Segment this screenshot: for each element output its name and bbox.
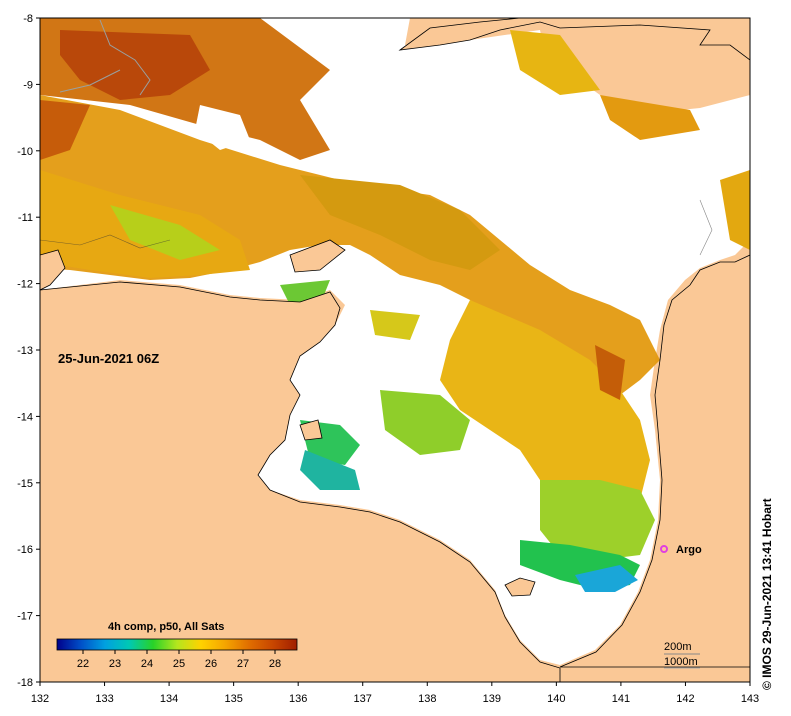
y-tick-label: -8 [23,13,33,25]
legend-tick-label: 23 [109,658,121,670]
land-masses [40,18,750,682]
y-tick-label: -17 [17,611,33,623]
y-tick-label: -13 [17,345,33,357]
x-tick-label: 140 [547,693,565,705]
depth-contours [40,199,713,256]
y-tick-label: -9 [23,79,33,91]
y-tick-label: -10 [17,146,33,158]
credit-label: © IMOS 29-Jun-2021 13:41 Hobart [760,498,774,690]
legend-ticks: 22 23 24 25 26 27 28 [77,650,281,670]
x-tick-label: 133 [95,693,113,705]
y-tick-label: -18 [17,677,33,689]
x-tick-label: 141 [612,693,630,705]
legend-tick-label: 24 [141,658,153,670]
argo-label: Argo [676,544,702,556]
land-cape-york [559,254,750,668]
x-tick-label: 136 [289,693,307,705]
contour-200-label: 200m [664,641,692,653]
land-arnhem-kimberley [40,281,561,682]
map-plot-area: Argo 25-Jun-2021 06Z 200m 1000m 4h comp,… [40,18,750,682]
x-axis: 132 133 134 135 136 137 138 139 140 141 142 143 [31,682,759,705]
contour-1000-label: 1000m [664,656,698,668]
land-melville-island [289,239,346,273]
sst-legend: 4h comp, p50, All Sats 22 23 24 25 26 27 28 [56,621,298,670]
y-tick-label: -12 [17,279,33,291]
x-tick-label: 143 [741,693,759,705]
argo-marker[interactable]: Argo [660,544,702,556]
y-tick-label: -14 [17,411,33,423]
x-tick-label: 138 [418,693,436,705]
legend-tick-label: 25 [173,658,185,670]
legend-tick-label: 22 [77,658,89,670]
x-tick-label: 139 [483,693,501,705]
argo-marker-symbol[interactable] [660,545,668,553]
x-tick-label: 132 [31,693,49,705]
legend-tick-label: 26 [205,658,217,670]
rivers [59,19,151,96]
x-tick-label: 134 [160,693,178,705]
y-tick-label: -11 [18,212,33,224]
legend-tick-label: 27 [237,658,249,670]
date-label: 25-Jun-2021 06Z [58,351,159,366]
legend-colorbar [56,638,298,651]
land-north-papua [398,18,750,61]
x-tick-label: 137 [354,693,372,705]
land-island-west [40,249,66,291]
legend-tick-label: 28 [269,658,281,670]
y-tick-label: -16 [17,544,33,556]
x-tick-label: 142 [676,693,694,705]
legend-title: 4h comp, p50, All Sats [108,621,224,633]
x-tick-label: 135 [224,693,242,705]
sst-field [40,18,750,592]
y-axis: -8 -9 -10 -11 -12 -13 -14 -15 -16 -17 -18 [17,13,40,689]
land-mornington-island [504,577,536,597]
land-groote-eylandt [299,419,323,441]
y-tick-label: -15 [17,478,33,490]
